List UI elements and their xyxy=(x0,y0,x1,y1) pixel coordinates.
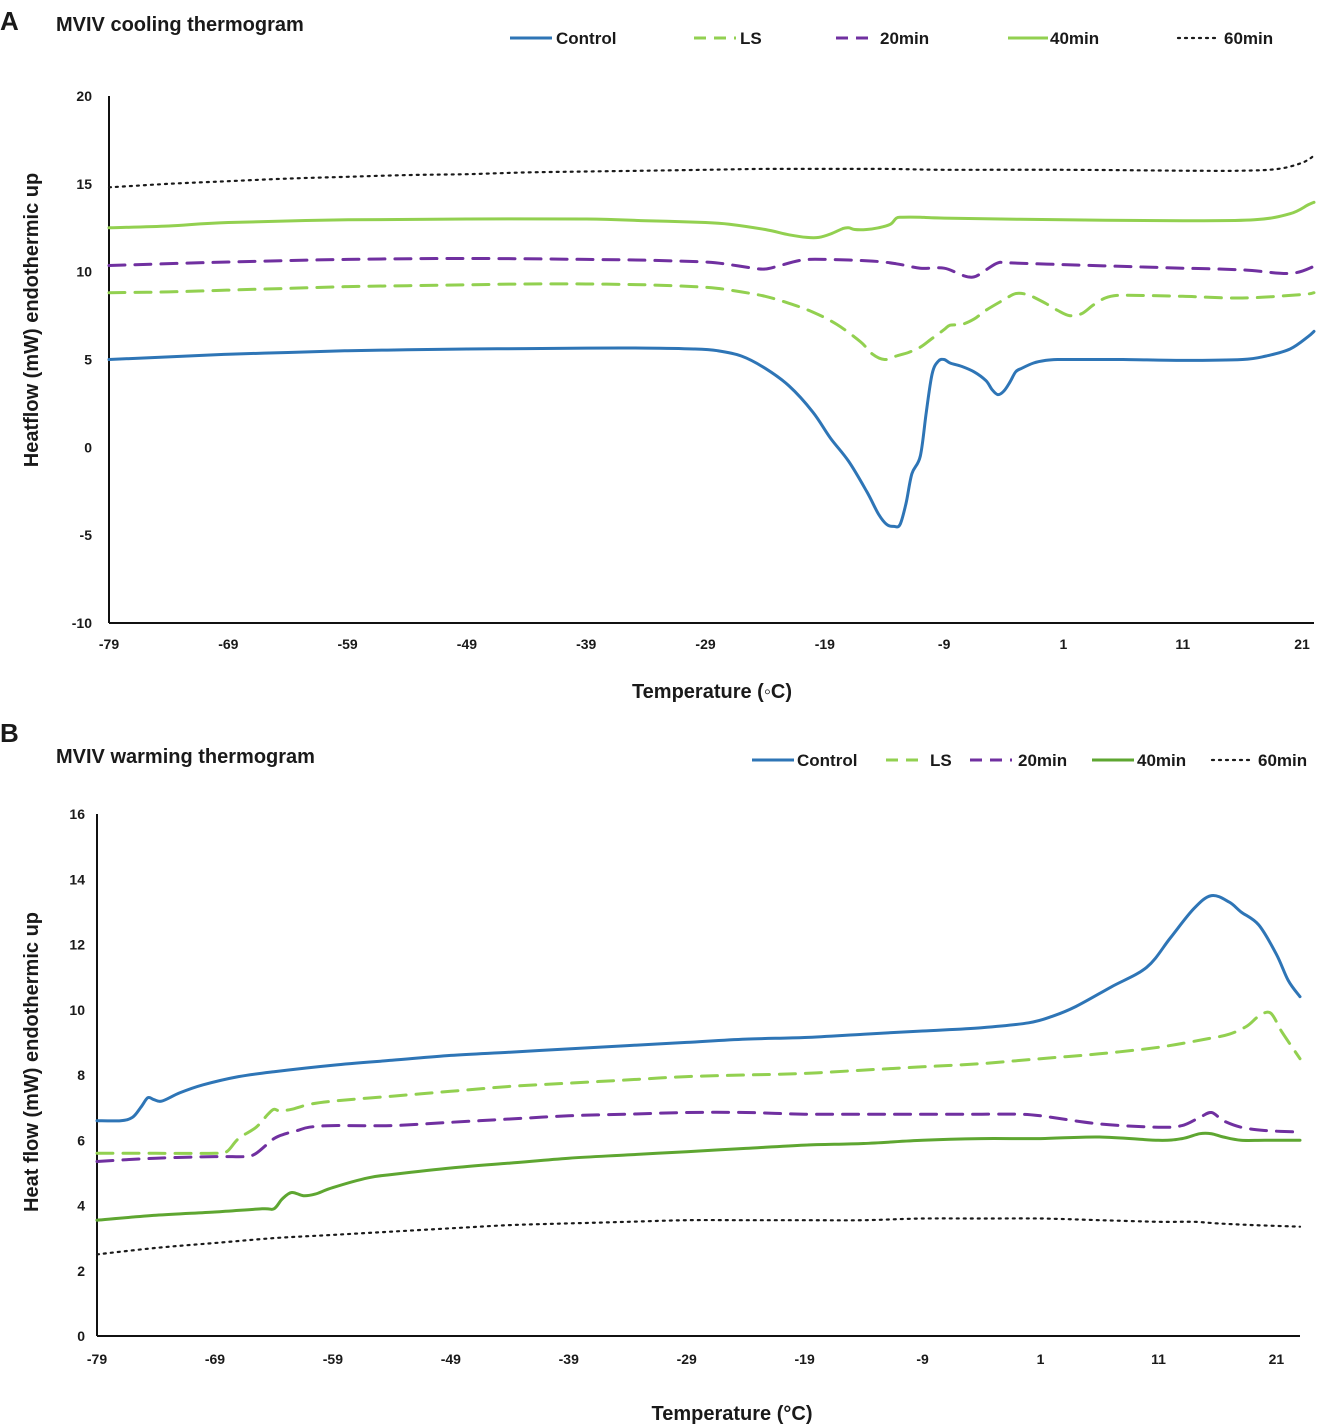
chart-a-ticks: -79 -69 -59 -49 -39 -29 -19 -9 1 11 21-10-50510152… xyxy=(72,88,1310,652)
chart-a-series-control-line xyxy=(107,329,1316,529)
legend-b-60min-label: 60min xyxy=(1258,751,1307,770)
legend-a-control-label: Control xyxy=(556,29,616,48)
chart-a-y-tick-label: 5 xyxy=(84,352,92,368)
chart-a-x-tick-label: -69 xyxy=(218,636,238,652)
legend-a-40min: 40min xyxy=(1008,29,1099,48)
chart-b-y-tick-label: 10 xyxy=(69,1002,85,1018)
chart-a-x-label: Temperature (◦C) xyxy=(632,681,792,703)
chart-a-y-tick-label: 15 xyxy=(76,176,92,192)
chart-b-series-60min-line xyxy=(95,1217,1302,1256)
legend-b-20min-label: 20min xyxy=(1018,751,1067,770)
chart-a-x-tick-label: -49 xyxy=(457,636,477,652)
chart-a-x-tick-label: -59 xyxy=(337,636,357,652)
chart-b-x-tick-label: -79 xyxy=(87,1351,107,1367)
chart-a: A MVIV cooling thermogram Control LS 20m… xyxy=(0,6,1316,703)
chart-b-y-tick-label: 16 xyxy=(69,806,85,822)
chart-a-x-tick-label: -9 xyxy=(938,636,951,652)
legend-b-ls-label: LS xyxy=(930,751,952,770)
chart-b-y-tick-label: 2 xyxy=(77,1263,85,1279)
chart-a-x-tick-label: 1 xyxy=(1060,636,1068,652)
panel-letter-b: B xyxy=(0,718,19,748)
chart-a-x-tick-label: -29 xyxy=(695,636,715,652)
legend-b-20min: 20min xyxy=(970,751,1067,770)
chart-b-series-control-line xyxy=(95,893,1302,1123)
chart-a-x-tick-label: 21 xyxy=(1294,636,1310,652)
chart-b-ticks: -79 -69 -59 -49 -39 -29 -19 -9 1 11 21024681012141… xyxy=(69,806,1284,1367)
chart-a-series-ls-line xyxy=(107,282,1316,362)
chart-a-y-label: Heatflow (mW) endothermic up xyxy=(21,173,43,467)
chart-a-y-tick-label: 0 xyxy=(84,439,92,455)
chart-b-series-40min-line xyxy=(95,1131,1302,1222)
chart-a-x-tick-label: -39 xyxy=(576,636,596,652)
chart-b-y-tick-label: 6 xyxy=(77,1132,85,1148)
chart-b-y-tick-label: 8 xyxy=(77,1067,85,1083)
chart-b-series-ls-line xyxy=(95,1010,1302,1155)
chart-b: B MVIV warming thermogram Control LS 20m… xyxy=(0,718,1307,1425)
panel-letter-a: A xyxy=(0,6,19,36)
chart-b-x-label: Temperature (°C) xyxy=(652,1403,813,1425)
legend-b-60min: 60min xyxy=(1210,751,1307,770)
chart-a-x-tick-label: -79 xyxy=(99,636,119,652)
legend-b-control: Control xyxy=(752,751,857,770)
chart-a-y-tick-label: 10 xyxy=(76,264,92,280)
chart-b-x-tick-label: -19 xyxy=(795,1351,815,1367)
chart-a-y-tick-label: -5 xyxy=(80,527,93,543)
chart-a-y-tick-label: 20 xyxy=(76,88,92,104)
legend-b-ls: LS xyxy=(886,751,952,770)
legend-b-control-label: Control xyxy=(797,751,857,770)
chart-b-x-tick-label: 11 xyxy=(1151,1351,1166,1367)
chart-b-title: MVIV warming thermogram xyxy=(56,746,315,768)
chart-a-y-tick-label: -10 xyxy=(72,615,92,631)
chart-b-y-tick-label: 0 xyxy=(77,1328,85,1344)
legend-a-20min-label: 20min xyxy=(880,29,929,48)
chart-a-x-tick-label: 11 xyxy=(1175,636,1190,652)
legend-a-ls: LS xyxy=(694,29,762,48)
chart-b-x-tick-label: -49 xyxy=(441,1351,461,1367)
legend-b-40min-label: 40min xyxy=(1137,751,1186,770)
chart-b-x-tick-label: -69 xyxy=(205,1351,225,1367)
chart-a-title: MVIV cooling thermogram xyxy=(56,14,304,36)
legend-b-40min: 40min xyxy=(1092,751,1186,770)
chart-b-x-tick-label: -29 xyxy=(677,1351,697,1367)
chart-b-series xyxy=(95,893,1302,1256)
chart-b-legend: Control LS 20min 40min 60min xyxy=(752,751,1307,770)
chart-a-series-60min-line xyxy=(107,154,1316,189)
legend-a-40min-label: 40min xyxy=(1050,29,1099,48)
chart-b-series-20min-line xyxy=(95,1110,1302,1163)
legend-a-20min: 20min xyxy=(836,29,929,48)
chart-a-series-40min-line xyxy=(107,200,1316,240)
chart-b-y-label: Heat flow (mW) endothermic up xyxy=(21,912,43,1212)
legend-a-60min-label: 60min xyxy=(1224,29,1273,48)
chart-a-x-tick-label: -19 xyxy=(815,636,835,652)
chart-b-x-tick-label: -39 xyxy=(559,1351,579,1367)
chart-a-legend: Control LS 20min 40min 60min xyxy=(510,29,1273,48)
legend-a-60min: 60min xyxy=(1176,29,1273,48)
chart-b-x-tick-label: -59 xyxy=(323,1351,343,1367)
legend-a-ls-label: LS xyxy=(740,29,762,48)
chart-b-x-tick-label: 1 xyxy=(1037,1351,1045,1367)
chart-a-series-20min-line xyxy=(107,257,1316,279)
chart-b-y-tick-label: 12 xyxy=(69,937,85,953)
chart-b-x-tick-label: -9 xyxy=(916,1351,929,1367)
chart-b-y-tick-label: 4 xyxy=(77,1198,85,1214)
chart-a-series xyxy=(107,154,1316,529)
chart-b-x-tick-label: 21 xyxy=(1269,1351,1285,1367)
legend-a-control: Control xyxy=(510,29,616,48)
chart-b-y-tick-label: 14 xyxy=(69,871,85,887)
